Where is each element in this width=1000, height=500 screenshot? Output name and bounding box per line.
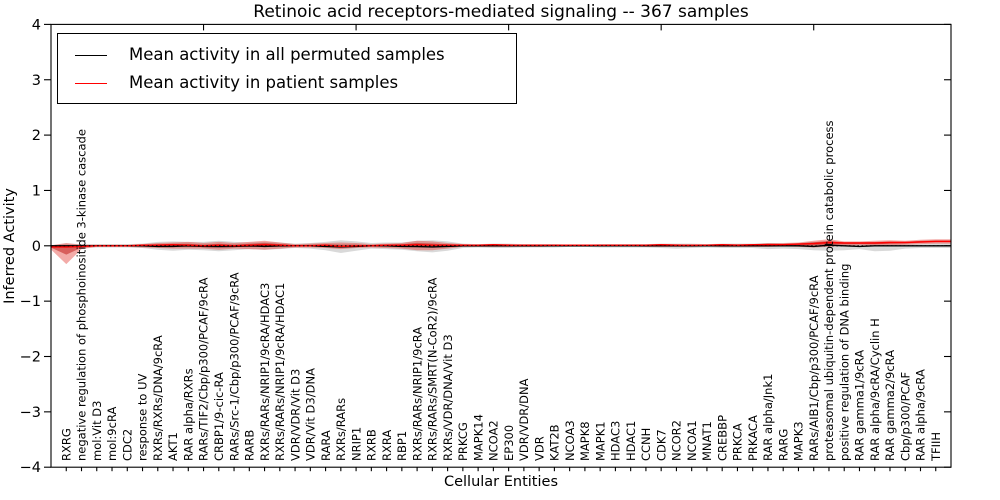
legend-item: Mean activity in patient samples	[58, 69, 516, 97]
x-tick-label: MAPK1	[593, 421, 607, 461]
x-tick-label: NRIP1	[349, 427, 363, 461]
x-tick-label: NCOA3	[563, 420, 577, 461]
permuted-line-swatch	[75, 54, 107, 56]
y-tick-label: −4	[20, 460, 41, 476]
x-tick-label: HDAC1	[624, 421, 638, 461]
x-tick-label: proteasomal ubiquitin-dependent protein …	[822, 120, 836, 461]
x-tick-label: RXRs/RARs/SMRT(N-CoR2)/9cRA	[426, 277, 440, 461]
legend-item-label: Mean activity in all permuted samples	[129, 44, 445, 64]
x-tick-label: Cbp/p300/PCAF	[898, 372, 912, 461]
x-tick-label: MAPK14	[471, 414, 485, 461]
x-tick-label: RARB	[243, 430, 257, 461]
x-tick-label: VDR/Vit D3/DNA	[304, 368, 318, 461]
x-tick-label: EP300	[502, 425, 516, 461]
x-tick-label: MAPK3	[792, 421, 806, 461]
x-tick-label: KAT2B	[548, 424, 562, 461]
y-tick-label: −2	[20, 350, 41, 366]
legend-item-label: Mean activity in patient samples	[129, 72, 399, 92]
chart-title: Retinoic acid receptors-mediated signali…	[253, 2, 749, 22]
x-tick-label: MNAT1	[700, 421, 714, 461]
x-tick-label: NCOR2	[670, 420, 684, 461]
x-tick-label: CREBBP	[715, 415, 729, 461]
permuted-band	[51, 240, 951, 253]
x-tick-label: NCOA2	[487, 420, 501, 461]
x-axis-label: Cellular Entities	[443, 474, 559, 490]
x-tick-label: CRBP1/9-cic-RA	[212, 372, 226, 461]
x-tick-label: RXRs/RARs	[334, 398, 348, 461]
x-tick-label: mol:9cRA	[105, 407, 119, 461]
x-tick-label: CCNH	[639, 428, 653, 461]
y-tick-label: 1	[32, 183, 41, 199]
x-tick-label: NCOA1	[685, 420, 699, 461]
y-tick-label: −1	[20, 294, 41, 310]
x-tick-label: RARs/Src-1/Cbp/p300/PCAF/9cRA	[227, 272, 241, 461]
x-tick-label: RAR alpha/9cRA	[914, 369, 928, 461]
x-tick-label: RAR alpha/Jnk1	[761, 374, 775, 461]
x-tick-label: RXRs/RARs/NRIP1/9cRA	[410, 327, 424, 461]
x-tick-label: CDK7	[654, 429, 668, 461]
x-tick-label: negative regulation of phosphoinositide …	[75, 129, 89, 461]
x-tick-label: AKT1	[166, 432, 180, 461]
x-tick-label: RXRA	[380, 430, 394, 461]
legend: Mean activity in all permuted samples Me…	[57, 33, 517, 104]
x-tick-label: RARA	[319, 430, 333, 461]
x-tick-label: RAR alpha/9cRA/Cyclin H	[868, 318, 882, 461]
x-tick-label: RARs/TIF2/Cbp/p300/PCAF/9cRA	[197, 277, 211, 461]
x-tick-label: HDAC3	[609, 421, 623, 461]
x-tick-label: RAR alpha/RXRs	[182, 368, 196, 461]
x-tick-label: RXRs/RARs/NRIP1/9cRA/HDAC3	[258, 283, 272, 461]
x-tick-label: TFIIH	[929, 432, 943, 462]
y-tick-label: −3	[20, 405, 41, 421]
x-tick-label: VDR	[532, 436, 546, 461]
x-tick-label: RXRs/RXRs/DNA/9cRA	[151, 335, 165, 461]
y-tick-label: 0	[32, 239, 41, 255]
x-tick-label: PRKCG	[456, 422, 470, 461]
y-tick-label: 2	[32, 128, 41, 144]
x-tick-label: CDC2	[121, 429, 135, 461]
x-tick-label: mol:Vit D3	[90, 401, 104, 461]
x-tick-label: RAR gamma1/9cRA	[853, 350, 867, 461]
x-tick-label: RXRG	[60, 428, 74, 461]
patient-band-core	[51, 240, 951, 255]
legend-item: Mean activity in all permuted samples	[58, 41, 516, 69]
x-tick-label: RXRs/VDR/DNA/Vit D3	[441, 334, 455, 461]
x-tick-label: VDR/VDR/DNA	[517, 378, 531, 461]
x-tick-label: response to UV	[136, 373, 150, 461]
x-tick-label: RXRB	[365, 429, 379, 461]
x-tick-label: positive regulation of DNA binding	[837, 264, 851, 461]
patient-mean-line	[51, 240, 951, 248]
y-tick-label: 4	[32, 17, 41, 33]
x-tick-label: RARG	[776, 429, 790, 461]
patient-line-swatch	[75, 82, 107, 84]
x-tick-label: RARs/AIB1/Cbp/p300/PCAF/9cRA	[807, 275, 821, 461]
x-tick-label: VDR/VDR/Vit D3	[288, 369, 302, 461]
x-tick-label: PRKCA	[731, 423, 745, 461]
y-tick-label: 3	[32, 73, 41, 89]
x-tick-label: PRKACA	[746, 415, 760, 461]
y-axis-label: Inferred Activity	[2, 188, 18, 304]
x-tick-label: RXRs/RARs/NRIP1/9cRA/HDAC1	[273, 283, 287, 461]
x-tick-label: RAR gamma2/9cRA	[883, 350, 897, 461]
x-tick-label: RBP1	[395, 431, 409, 461]
x-tick-label: MAPK8	[578, 421, 592, 461]
